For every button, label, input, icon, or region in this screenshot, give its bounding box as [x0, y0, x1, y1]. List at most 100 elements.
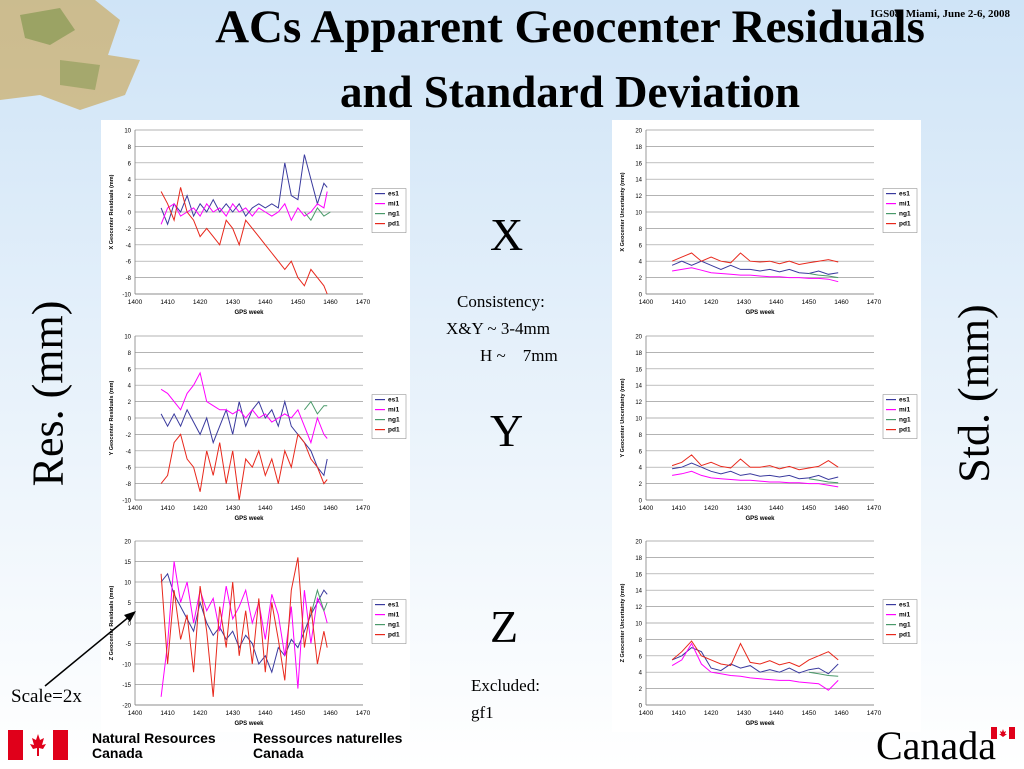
y-tick-label: 6	[639, 654, 643, 660]
y-axis-title: X Geocenter Uncertainty (mm)	[620, 172, 626, 251]
y-tick-label: 6	[128, 161, 132, 167]
y-axis-title: X Geocenter Residuals (mm)	[109, 174, 115, 249]
y-tick-label: 4	[128, 384, 132, 390]
legend-box	[371, 394, 407, 439]
y-tick-label: 20	[635, 540, 642, 546]
legend-label-es1: es1	[899, 191, 910, 198]
series-line-es1	[671, 647, 839, 675]
y-tick-label: 2	[128, 400, 132, 406]
scale-note: Scale=2x	[11, 686, 82, 707]
legend-label-es1: es1	[388, 191, 399, 198]
x-axis-title: GPS week	[234, 516, 264, 522]
y-tick-label: 12	[635, 194, 642, 200]
x-tick-label: 1460	[834, 710, 849, 717]
footer-fr-line1: Ressources naturelles	[253, 730, 403, 746]
y-tick-label: 4	[639, 260, 643, 266]
x-tick-label: 1410	[671, 505, 686, 512]
y-tick-label: 16	[635, 572, 642, 578]
y-tick-label: 12	[635, 605, 642, 611]
series-line-ng1	[310, 588, 328, 615]
legend-label-pd1: pd1	[899, 427, 911, 434]
x-tick-label: 1410	[160, 299, 175, 306]
x-tick-label: 1450	[802, 710, 817, 717]
x-tick-label: 1440	[258, 710, 273, 717]
scale-arrow-icon	[44, 611, 136, 687]
series-line-pd1	[160, 557, 328, 697]
series-line-ng1	[808, 273, 839, 279]
y-tick-label: 0	[639, 293, 643, 299]
y-tick-label: 6	[639, 449, 643, 455]
x-axis-title: GPS week	[234, 721, 264, 727]
y-tick-label: 4	[639, 466, 643, 472]
series-line-mi1	[672, 267, 839, 283]
excluded-line2: gf1	[471, 703, 494, 722]
x-tick-label: 1440	[258, 299, 273, 306]
series-line-ng1	[808, 671, 839, 677]
series-line-ng1	[304, 206, 331, 222]
y-tick-label: 12	[635, 400, 642, 406]
x-tick-label: 1420	[193, 505, 208, 512]
y-axis-title: Z Geocenter Uncertainty (mm)	[620, 583, 626, 662]
component-z-label: Z	[490, 601, 519, 652]
x-tick-label: 1470	[356, 299, 371, 306]
y-tick-label: -8	[126, 482, 132, 488]
footer-en-line2: Canada	[92, 744, 143, 761]
y-tick-label: 10	[635, 417, 642, 423]
legend-box	[371, 599, 407, 644]
x-tick-label: 1460	[323, 505, 338, 512]
y-tick-label: 2	[639, 687, 643, 693]
x-tick-label: 1470	[867, 299, 882, 306]
y-tick-label: 14	[635, 384, 642, 390]
canada-flag-icon	[8, 730, 68, 760]
y-axis-title: Y Geocenter Uncertainty (mm)	[620, 378, 626, 457]
x-tick-label: 1450	[802, 505, 817, 512]
conference-label: IGS08, Miami, June 2-6, 2008	[870, 8, 1010, 20]
x-tick-label: 1400	[128, 505, 143, 512]
series-line-mi1	[671, 642, 839, 691]
y-tick-label: -2	[126, 433, 132, 439]
y-tick-label: 18	[635, 556, 642, 562]
legend-label-es1: es1	[388, 602, 399, 609]
footer-english: Natural Resources Canada	[92, 731, 216, 760]
x-tick-label: 1430	[225, 710, 240, 717]
series-line-ng1	[304, 400, 328, 415]
y-axis-title: Y Geocenter Residuals (mm)	[109, 380, 115, 455]
consistency-line2: X&Y ~ 3-4mm	[446, 319, 550, 338]
y-tick-label: 4	[128, 178, 132, 184]
y-tick-label: -10	[122, 663, 131, 669]
consistency-line3: H ~ 7mm	[480, 346, 558, 365]
x-tick-label: 1430	[736, 710, 751, 717]
series-line-pd1	[671, 454, 839, 471]
x-tick-label: 1430	[736, 299, 751, 306]
chart-x-uncertainty: 0 2 4 6 8 10 12 14 16 18 20 1400 1410 1420 1430 1440 145…	[620, 129, 918, 316]
y-tick-label: -10	[122, 499, 131, 505]
x-axis-title: GPS week	[745, 516, 775, 522]
y-tick-label: 10	[635, 211, 642, 217]
legend-label-mi1: mi1	[388, 407, 400, 414]
excluded-line1: Excluded:	[471, 676, 540, 695]
legend-label-pd1: pd1	[388, 221, 400, 228]
y-tick-label: 2	[128, 194, 132, 200]
y-tick-label: 5	[128, 601, 132, 607]
legend-label-mi1: mi1	[899, 201, 911, 208]
x-tick-label: 1460	[834, 505, 849, 512]
x-tick-label: 1430	[225, 505, 240, 512]
y-axis-title: Z Geocenter Residuals (mm)	[109, 586, 115, 661]
footer-fr-line2: Canada	[253, 744, 304, 761]
x-tick-label: 1440	[769, 299, 784, 306]
y-tick-label: -8	[126, 276, 132, 282]
x-tick-label: 1470	[867, 505, 882, 512]
y-tick-label: 20	[124, 540, 131, 546]
legend-label-es1: es1	[899, 602, 910, 609]
y-tick-label: 16	[635, 161, 642, 167]
y-tick-label: -6	[126, 466, 132, 472]
y-tick-label: 2	[639, 482, 643, 488]
y-tick-label: 8	[128, 351, 132, 357]
x-tick-label: 1450	[291, 710, 306, 717]
x-tick-label: 1470	[867, 710, 882, 717]
x-tick-label: 1460	[323, 299, 338, 306]
component-y-label: Y	[490, 405, 524, 456]
y-tick-label: 20	[635, 129, 642, 135]
y-tick-label: 10	[124, 129, 131, 135]
x-tick-label: 1410	[160, 505, 175, 512]
